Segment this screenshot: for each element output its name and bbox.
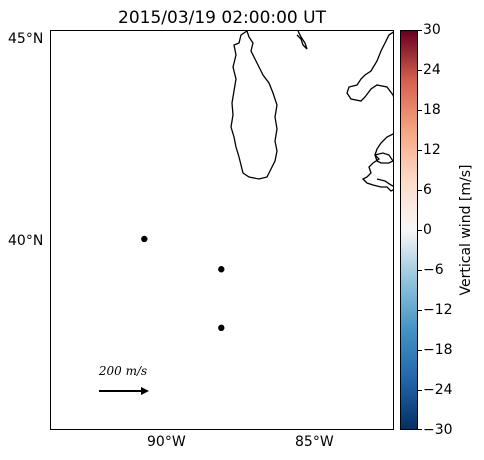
colorbar-tick-label: −30 [423,422,453,438]
michigan-shoreline-north [346,31,393,102]
map-panel[interactable]: 200 m/s [50,30,394,430]
longitude-label: 90°W [147,434,186,450]
colorbar-tick-label: 30 [423,22,441,38]
longitude-label: 85°W [295,434,334,450]
colorbar-tick-label: 6 [423,182,432,198]
lake-erie-coastline [376,178,393,187]
colorbar-tick [418,390,422,391]
colorbar-tick [418,150,422,151]
colorbar-tick [418,429,422,430]
colorbar-tick [418,70,422,71]
reference-vector: 200 m/s [98,364,149,395]
lake-michigan-coastline [230,31,278,180]
colorbar-tick-label: −18 [423,342,453,358]
colorbar-tick [418,230,422,231]
station-marker [218,324,225,332]
colorbar-tick [418,30,422,31]
latitude-label: 40°N [8,233,44,249]
station-marker [218,266,225,273]
lake-st-clair-coastline [374,152,393,164]
colorbar-tick-label: −6 [423,262,444,278]
door-peninsula-coastline [296,31,308,50]
colorbar-tick-label: 12 [423,142,441,158]
reference-vector-label: 200 m/s [98,364,147,378]
michigan-shoreline-east [361,133,393,192]
colorbar-tick-label: 18 [423,102,441,118]
colorbar-tick [418,350,422,351]
colorbar-tick [418,110,422,111]
plot-title: 2015/03/19 02:00:00 UT [118,8,326,28]
station-marker [141,235,148,243]
colorbar-tick-label: −12 [423,302,453,318]
colorbar-tick [418,270,422,271]
colorbar [400,30,418,430]
colorbar-tick-label: 0 [423,222,432,238]
colorbar-tick-label: −24 [423,382,453,398]
latitude-label: 45°N [8,31,44,47]
reference-arrow-head [141,387,149,395]
colorbar-tick [418,310,422,311]
colorbar-tick [418,190,422,191]
map-canvas: 200 m/s [98,31,393,395]
station-markers [141,235,225,332]
colorbar-tick-label: 24 [423,62,441,78]
colorbar-label: Vertical wind [m/s] [458,164,474,296]
